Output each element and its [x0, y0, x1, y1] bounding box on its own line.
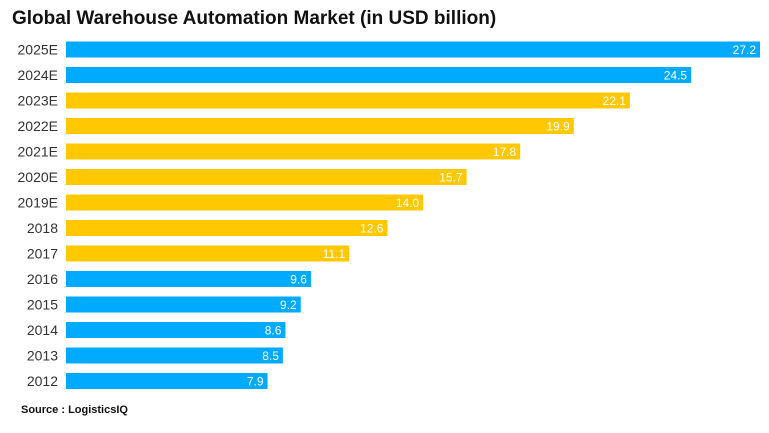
bar	[66, 194, 424, 211]
bar	[66, 296, 301, 313]
category-label: 2012	[27, 373, 58, 389]
bar	[66, 373, 268, 389]
value-label: 8.6	[265, 324, 282, 338]
category-label: 2019E	[18, 195, 58, 211]
bar	[66, 271, 311, 287]
category-label: 2016	[27, 271, 58, 287]
category-label: 2015	[27, 297, 58, 313]
value-label: 8.5	[262, 349, 279, 363]
chart-title: Global Warehouse Automation Market (in U…	[12, 8, 497, 29]
value-label: 12.6	[360, 222, 384, 236]
value-label: 7.9	[247, 375, 264, 389]
category-label: 2023E	[18, 93, 58, 109]
bar	[66, 92, 630, 109]
category-label: 2017	[27, 246, 58, 262]
value-label: 22.1	[603, 94, 627, 108]
bar	[66, 245, 350, 262]
value-label: 9.6	[290, 273, 307, 287]
bar	[66, 169, 467, 185]
bar	[66, 220, 388, 236]
value-label: 27.2	[733, 43, 757, 57]
value-label: 11.1	[323, 247, 346, 261]
bar	[66, 41, 760, 58]
category-label: 2022E	[18, 118, 58, 134]
category-label: 2020E	[18, 169, 58, 185]
value-label: 19.9	[546, 120, 570, 134]
value-label: 15.7	[439, 171, 463, 185]
category-label: 2021E	[18, 144, 58, 160]
source-note: Source : LogisticsIQ	[21, 404, 128, 416]
bar	[66, 118, 574, 134]
value-label: 9.2	[280, 298, 297, 312]
bar	[66, 322, 286, 338]
value-label: 14.0	[396, 196, 420, 210]
value-label: 17.8	[493, 145, 517, 159]
bars-layer: 2025E 27.2 2024E 24.5 2023E 22.1 2022E 19.9 2021…	[18, 41, 760, 389]
category-label: 2013	[27, 348, 58, 364]
category-label: 2024E	[18, 67, 58, 83]
value-label: 24.5	[664, 69, 688, 83]
category-label: 2014	[27, 322, 58, 338]
category-label: 2018	[27, 220, 58, 236]
bar	[66, 67, 692, 83]
bar	[66, 347, 283, 364]
bar	[66, 143, 521, 160]
category-label: 2025E	[18, 42, 58, 58]
